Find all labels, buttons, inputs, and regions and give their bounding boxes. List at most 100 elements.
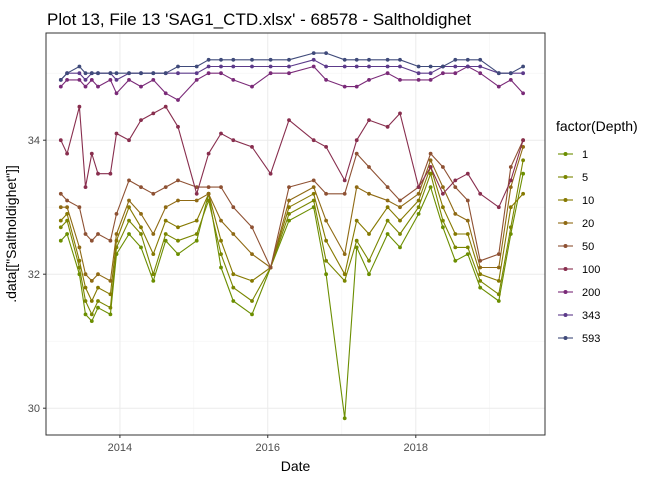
series-100 [58,104,525,210]
data-point [65,198,69,203]
data-point [342,84,347,89]
data-point [416,212,421,216]
plot-panel [45,32,546,436]
legend-label: 1 [582,149,588,161]
data-point [127,78,131,82]
data-point [176,71,180,76]
data-point [65,78,69,82]
series-line-1 [60,173,524,419]
series-593 [58,51,525,82]
data-point [311,185,316,190]
data-point [114,71,119,76]
data-point [428,151,433,156]
data-point [231,232,236,236]
data-point [114,78,119,82]
data-point [453,212,458,216]
data-point [508,225,513,230]
data-point [453,258,458,263]
data-point [231,78,236,82]
data-point [77,104,82,109]
data-point [354,138,359,143]
data-point [287,64,291,69]
data-point [83,78,88,82]
data-point [465,171,470,176]
chart-title: Plot 13, File 13 'SAG1_CTD.xlsx' - 68578… [47,10,471,29]
data-point [465,232,470,236]
data-point [139,185,143,190]
data-point [163,205,168,210]
x-axis: 2014 2016 2018 [108,435,428,454]
series-50 [58,138,525,270]
data-point [65,71,69,76]
data-point [324,51,328,55]
data-point [398,205,402,210]
data-point [219,71,223,76]
data-point [219,238,223,243]
data-point [176,98,180,102]
data-point [367,64,371,69]
legend-item-10: 10 [558,195,594,207]
data-point [453,185,458,190]
data-point [58,78,63,82]
data-point [58,205,63,210]
data-point [96,171,100,176]
data-point [453,57,458,62]
data-point [453,178,458,183]
data-point [398,78,402,82]
data-point [176,252,180,256]
data-point [194,191,199,196]
data-point [367,191,371,196]
data-point [139,84,143,89]
data-point [231,285,236,290]
data-point [478,71,483,76]
legend-label: 50 [582,241,594,253]
data-point [521,191,525,196]
data-point [428,165,433,169]
series-line-593 [60,52,524,81]
data-point [385,198,390,203]
data-point [83,299,88,303]
data-point [151,232,156,236]
series-line-10 [60,166,524,302]
data-point [96,71,100,76]
data-point [83,312,88,317]
data-point [163,238,168,243]
data-point [465,218,470,223]
data-point [416,185,421,190]
y-tick-label: 32 [28,269,40,281]
data-point [114,131,119,136]
data-point [250,145,254,149]
data-point [151,191,156,196]
data-point [311,178,316,183]
data-point [428,64,433,69]
data-point [231,57,236,62]
data-point [194,232,199,236]
data-point [127,71,131,76]
data-point [478,279,483,283]
data-point [342,64,347,69]
data-point [89,78,94,82]
data-point [342,252,347,256]
data-point [367,78,371,82]
data-point [194,185,199,190]
data-point [416,191,421,196]
data-point [219,265,223,270]
data-point [441,191,445,196]
data-point [89,299,94,303]
data-point [385,64,390,69]
data-point [139,225,143,230]
data-point [342,178,347,183]
data-point [250,57,254,62]
data-point [151,71,156,76]
legend-label: 593 [582,333,600,345]
data-point [231,138,236,143]
data-point [65,151,69,156]
data-point [219,185,223,190]
data-point [83,185,88,190]
data-point [398,64,402,69]
data-point [77,245,82,250]
data-point [416,198,421,203]
data-point [206,151,211,156]
data-point [287,57,291,62]
data-point [367,57,371,62]
